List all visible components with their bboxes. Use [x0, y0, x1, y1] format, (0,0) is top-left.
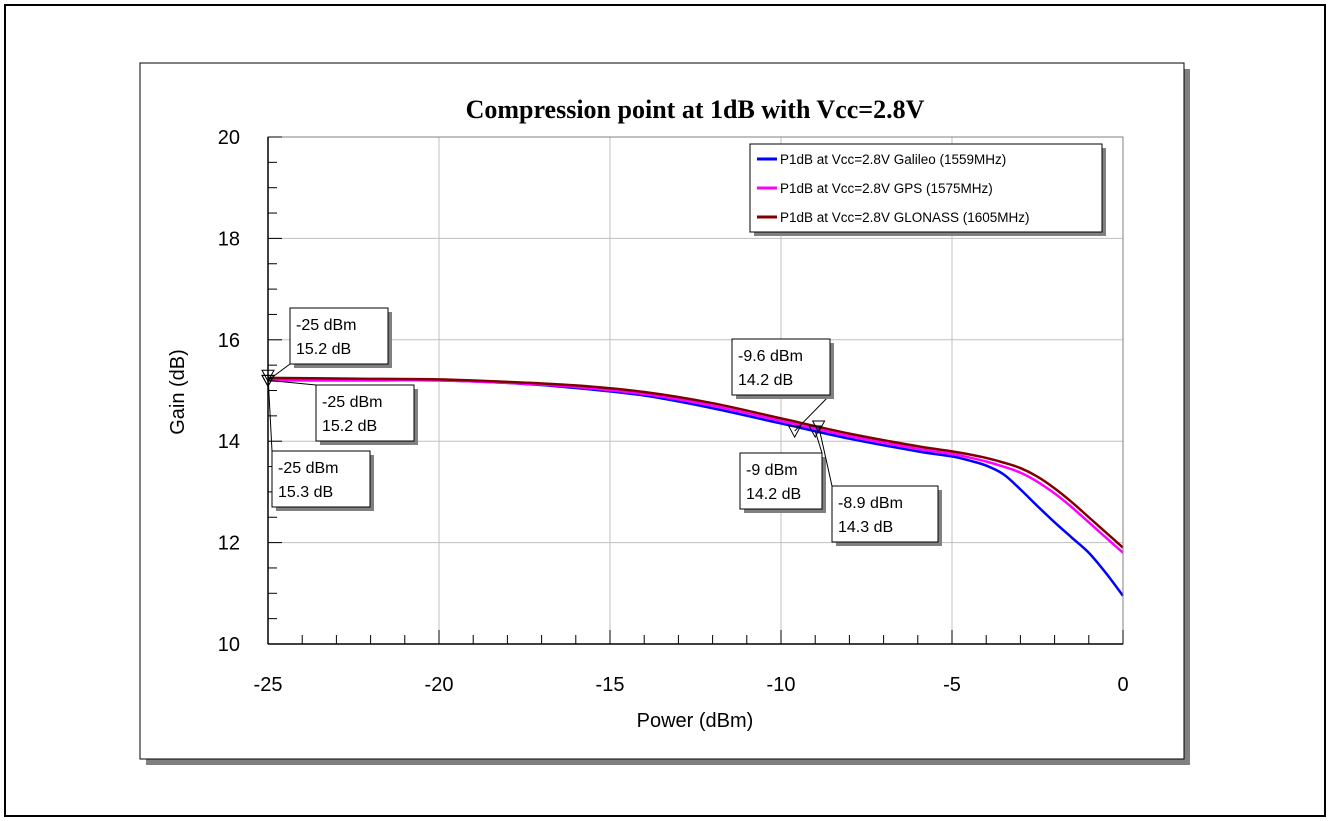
annotation-leader	[814, 430, 823, 454]
annotation-power-label: -25 dBm	[296, 317, 356, 334]
axes	[267, 136, 1124, 645]
marker-triangle	[261, 369, 275, 383]
annotation-box	[289, 307, 389, 365]
annotation-leader	[267, 363, 291, 381]
y-tick-label: 18	[218, 228, 240, 250]
annotation-power-label: -25 dBm	[322, 394, 382, 411]
legend-entry: P1dB at Vcc=2.8V GPS (1575MHz)	[780, 181, 993, 196]
marker-triangle	[787, 425, 802, 439]
annotation-box	[739, 452, 823, 510]
x-tick-label: 0	[1117, 674, 1128, 696]
annotation-gain-label: 14.2 dB	[746, 486, 801, 503]
y-tick-label: 14	[218, 431, 240, 453]
annotation-power-label: -8.9 dBm	[838, 495, 903, 512]
x-tick-label: -15	[596, 674, 625, 696]
annotation-leader	[267, 375, 273, 452]
legend-entry: P1dB at Vcc=2.8V GLONASS (1605MHz)	[780, 210, 1030, 225]
annotation-power-label: -9 dBm	[746, 462, 798, 479]
y-tick-label: 10	[218, 634, 240, 656]
y-tick-label: 20	[218, 127, 240, 149]
annotation-gain-label: 15.2 dB	[322, 418, 377, 435]
annotation-gain-label: 15.2 dB	[296, 341, 351, 358]
annotation-gain-label: 15.3 dB	[278, 484, 333, 501]
annotation-gain-label: 14.3 dB	[838, 519, 893, 536]
annotation-power-label: -25 dBm	[278, 460, 338, 477]
legend-box	[749, 143, 1103, 233]
y-axis-label: Gain (dB)	[167, 349, 189, 435]
y-tick-label: 12	[218, 533, 240, 555]
annotation-leader	[818, 425, 833, 487]
legend-entry: P1dB at Vcc=2.8V Galileo (1559MHz)	[780, 152, 1006, 167]
y-tick-label: 16	[218, 330, 240, 352]
annotation-box	[831, 485, 939, 543]
legend: P1dB at Vcc=2.8V Galileo (1559MHz) P1dB a…	[749, 143, 1106, 236]
x-axis-label: Power (dBm)	[637, 710, 754, 732]
x-tick-label: -20	[425, 674, 454, 696]
annotation-power-label: -9.6 dBm	[738, 348, 803, 365]
x-tick-label: -10	[767, 674, 796, 696]
outer-frame	[4, 4, 1326, 817]
series-line-3	[267, 376, 1124, 549]
x-tick-label: -5	[943, 674, 961, 696]
annotation-box	[315, 384, 415, 442]
chart-title: Compression point at 1dB with Vcc=2.8V	[466, 95, 925, 124]
x-tick-label: -25	[254, 674, 283, 696]
series-layer	[267, 376, 1125, 597]
annotation-leader	[267, 379, 317, 386]
annotation-box	[731, 338, 831, 396]
annotation-leader	[794, 394, 831, 432]
annotation-box	[271, 450, 371, 508]
marker-triangle	[811, 420, 826, 434]
tick-labels: -25 -20 -15 -10 -5 0 10 12 14 16 18 20	[218, 127, 1129, 696]
annotations: -25 dBm 15.2 dB -25 dBm 15.2 dB -25 dBm 15.3 …	[267, 307, 942, 546]
annotation-gain-label: 14.2 dB	[738, 372, 793, 389]
